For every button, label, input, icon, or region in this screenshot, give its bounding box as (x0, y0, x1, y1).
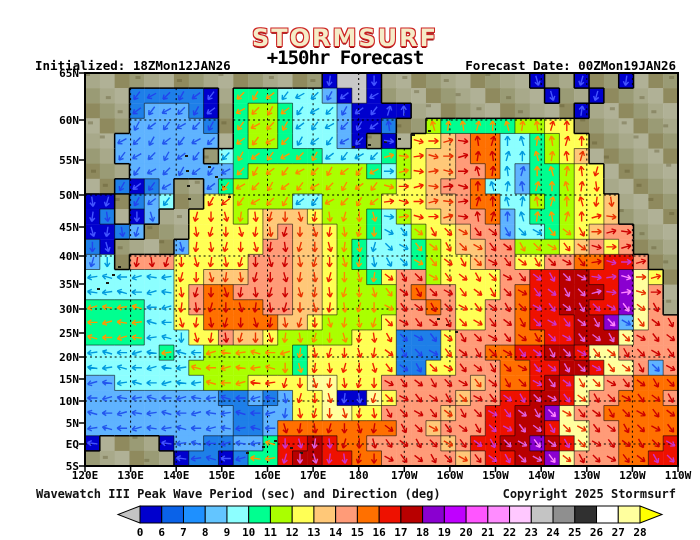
scale-cell (617, 505, 641, 524)
scale-tick-label: 14 (329, 526, 343, 539)
lat-tick-label: EQ (65, 438, 79, 451)
scale-cell (552, 505, 576, 524)
lon-tick-label: 140E (162, 469, 190, 482)
scale-cell (574, 505, 598, 524)
period-color-scale: 0 6 7 8 9 10 11 12 13 14 15 16 17 18 19 20 21 22 23 24 25 26 2… (116, 505, 664, 539)
lon-tick-label: 130E (117, 469, 144, 482)
lat-tick-label: 45N (59, 221, 79, 234)
scale-tick-label: 20 (459, 526, 472, 539)
scale-tick-label: 21 (481, 526, 495, 539)
scale-tick-label: 22 (503, 526, 516, 539)
lat-tick-label: 50N (59, 189, 79, 202)
scale-tick-label: 12 (286, 526, 299, 539)
lon-tick-label: 140W (527, 469, 555, 482)
lon-tick-label: 120W (619, 469, 646, 482)
scale-cell (422, 505, 445, 524)
lon-tick-label: 110W (664, 469, 692, 482)
scale-cell (487, 505, 511, 524)
initialized-label: Initialized: 18ZMon12JAN26 (35, 58, 231, 73)
lon-tick-label: 170E (299, 469, 327, 482)
scale-cell (313, 505, 337, 524)
lon-tick-label: 160E (254, 469, 281, 482)
scale-tick-label: 15 (351, 526, 364, 539)
lat-tick-label: 25N (59, 327, 79, 340)
scale-cell (335, 505, 358, 524)
forecast-hour-title: +150hr Forecast (266, 47, 425, 69)
scale-cell (530, 505, 554, 524)
lat-tick-label: 5N (65, 417, 79, 430)
scale-tick-label: 6 (158, 526, 165, 539)
scale-underflow-arrow (116, 505, 141, 524)
stormsurf-logo: STORMSURF (251, 24, 439, 52)
lon-tick-label: 120E (71, 469, 99, 482)
lat-tick-label: 10N (59, 395, 79, 408)
scale-tick-label: 27 (612, 526, 625, 539)
scale-cell (378, 505, 402, 524)
scale-cell (443, 505, 467, 524)
lat-tick-label: 5S (65, 460, 79, 473)
lon-tick-label: 130W (573, 469, 601, 482)
scale-tick-label: 7 (180, 526, 187, 539)
scale-cell (269, 505, 293, 524)
lat-tick-label: 60N (59, 114, 79, 127)
lon-tick-label: 150E (208, 469, 236, 482)
scale-tick-label: 28 (633, 526, 646, 539)
lat-tick-label: 15N (59, 373, 79, 386)
scale-cell (509, 505, 532, 524)
scale-cell (291, 505, 315, 524)
scale-tick-label: 8 (202, 526, 209, 539)
forecast-date-label: Forecast Date: 00ZMon19JAN26 (465, 58, 676, 73)
scale-cell (182, 505, 206, 524)
scale-tick-label: 10 (242, 526, 255, 539)
lat-tick-label: 55N (59, 154, 79, 167)
scale-tick-label: 19 (438, 526, 451, 539)
lon-tick-label: 160W (436, 469, 464, 482)
scale-tick-label: 26 (590, 526, 604, 539)
lat-tick-label: 40N (59, 250, 79, 263)
scale-cell (248, 505, 271, 524)
scale-tick-label: 18 (416, 526, 429, 539)
lon-tick-label: 180 (348, 469, 369, 482)
scale-cell (161, 505, 184, 524)
scale-tick-label: 13 (307, 526, 320, 539)
scale-tick-label: 16 (373, 526, 387, 539)
copyright-label: Copyright 2025 Stormsurf (502, 487, 676, 501)
scale-tick-label: 0 (137, 526, 144, 539)
scale-tick-label: 17 (394, 526, 407, 539)
map-caption: Wavewatch III Peak Wave Period (sec) and… (36, 487, 441, 501)
scale-cell (204, 505, 228, 524)
scale-tick-label: 25 (568, 526, 581, 539)
scale-cell (465, 505, 489, 524)
scale-tick-label: 23 (525, 526, 538, 539)
scale-cell (356, 505, 380, 524)
scale-tick-label: 24 (546, 526, 560, 539)
scale-overflow-arrow (639, 505, 664, 524)
lat-tick-label: 30N (59, 303, 79, 316)
scale-cell (226, 505, 250, 524)
scale-tick-label: 11 (264, 526, 278, 539)
lon-tick-label: 170W (391, 469, 418, 482)
lat-tick-label: 35N (59, 278, 79, 291)
lat-tick-label: 65N (59, 67, 79, 80)
scale-cell (596, 505, 619, 524)
lon-tick-label: 150W (482, 469, 509, 482)
lat-tick-label: 20N (59, 351, 79, 364)
scale-cell (139, 505, 163, 524)
scale-tick-label: 9 (224, 526, 231, 539)
scale-cell (400, 505, 424, 524)
